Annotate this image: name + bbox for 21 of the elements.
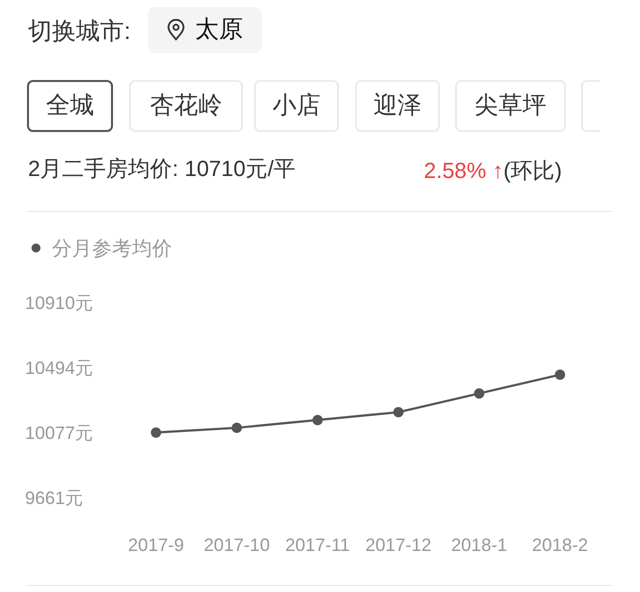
tab: 小店 xyxy=(254,80,339,132)
y-tick-label: 10910元 xyxy=(25,292,94,313)
x-tick-label: 2017-9 xyxy=(128,535,184,555)
city-switch-label: 切换城市: xyxy=(28,17,131,47)
x-tick-label: 2018-1 xyxy=(451,535,508,555)
y-tick-label: 9661元 xyxy=(25,488,84,508)
title: 2月二手房均价: 10710元/平 xyxy=(28,155,296,183)
city-button-label: 太原 xyxy=(195,15,243,45)
legend-label: 分月参考均价 xyxy=(52,238,172,260)
x-tick-label: 2018-2 xyxy=(532,535,588,555)
tab: 杏花岭 xyxy=(129,80,243,132)
y-tick-label: 10494元 xyxy=(25,358,94,378)
x-tick-label: 2017-11 xyxy=(285,535,350,555)
tab: 迎泽 xyxy=(355,80,440,132)
change-note: (环比) xyxy=(503,158,562,183)
tab-selected: 全城 xyxy=(27,80,113,132)
x-tick-label: 2017-12 xyxy=(365,535,432,555)
tab: 尖草坪 xyxy=(455,80,566,132)
y-tick-label: 10077元 xyxy=(25,422,94,443)
change-value: 2.58% ↑ xyxy=(424,158,504,183)
x-tick-label: 2017-10 xyxy=(204,535,270,555)
